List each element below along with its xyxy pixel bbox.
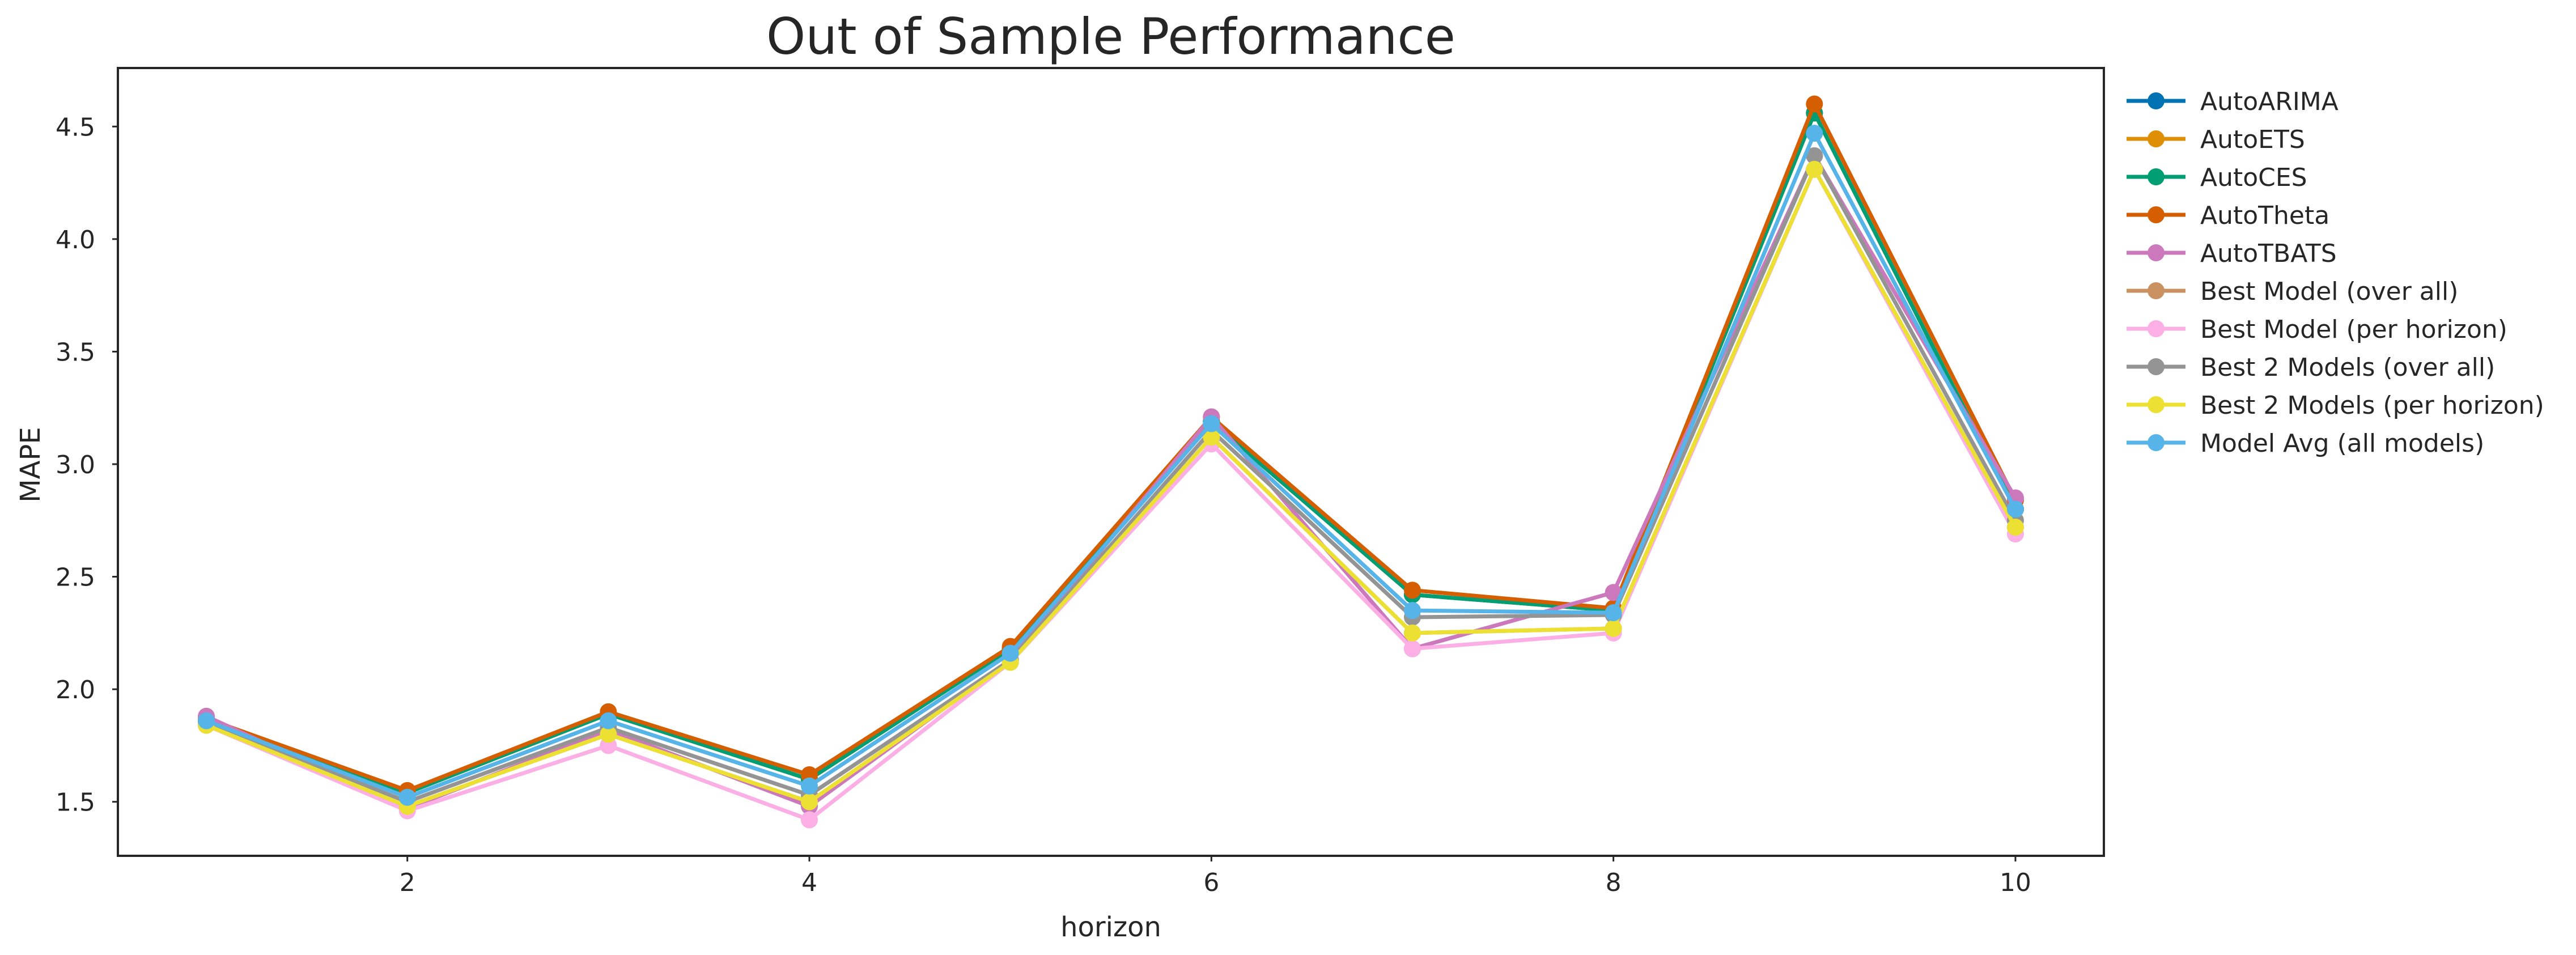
- legend-marker: [2148, 244, 2165, 261]
- data-point: [1806, 95, 1823, 113]
- data-point: [801, 811, 818, 829]
- y-tick-label: 4.0: [56, 226, 95, 254]
- series-line: [205, 167, 2018, 809]
- data-point: [2006, 500, 2024, 518]
- data-point: [801, 777, 818, 795]
- data-point: [1806, 125, 1823, 142]
- legend-marker: [2148, 358, 2165, 375]
- legend-item: Model Avg (all models): [2127, 429, 2484, 458]
- series-line: [205, 102, 2018, 793]
- x-tick-label: 8: [1606, 868, 1622, 897]
- legend-marker: [2148, 282, 2165, 299]
- legend-label: AutoARIMA: [2200, 87, 2339, 116]
- y-tick-label: 3.5: [56, 338, 95, 367]
- legend-marker: [2148, 168, 2165, 185]
- legend-marker: [2148, 92, 2165, 109]
- legend-marker: [2148, 320, 2165, 337]
- legend-item: AutoETS: [2127, 125, 2305, 154]
- legend-item: AutoARIMA: [2127, 87, 2339, 116]
- data-point: [600, 712, 617, 729]
- data-point: [198, 712, 215, 729]
- series-line: [205, 154, 2018, 804]
- legend-item: Best 2 Models (per horizon): [2127, 391, 2544, 420]
- legend-marker: [2148, 130, 2165, 147]
- data-point: [1001, 644, 1019, 662]
- legend-label: Best 2 Models (over all): [2200, 353, 2495, 382]
- x-tick-label: 10: [2000, 868, 2031, 897]
- x-tick-label: 2: [400, 868, 415, 897]
- data-point: [1403, 624, 1421, 642]
- y-tick-label: 4.5: [56, 113, 95, 142]
- legend-label: AutoETS: [2200, 125, 2305, 154]
- series-line: [205, 131, 2018, 800]
- data-point: [1806, 160, 1823, 178]
- legend-label: AutoTBATS: [2200, 239, 2337, 268]
- series-line: [205, 111, 2018, 795]
- y-tick-label: 2.0: [56, 676, 95, 704]
- legend-label: Model Avg (all models): [2200, 429, 2484, 458]
- y-tick-label: 1.5: [56, 788, 95, 817]
- data-point: [1605, 584, 1622, 601]
- data-point: [1203, 428, 1220, 446]
- legend-marker: [2148, 206, 2165, 223]
- x-tick-label: 6: [1203, 868, 1219, 897]
- y-axis-label: MAPE: [15, 427, 46, 503]
- x-tick-label: 4: [801, 868, 817, 897]
- series-group: [198, 125, 2024, 806]
- data-point: [2006, 519, 2024, 536]
- data-point: [1605, 619, 1622, 637]
- data-point: [1403, 602, 1421, 619]
- x-axis-label: horizon: [1060, 911, 1161, 943]
- chart-title: Out of Sample Performance: [766, 7, 1455, 66]
- y-tick-label: 3.0: [56, 451, 95, 479]
- legend-marker: [2148, 434, 2165, 451]
- legend-marker: [2148, 396, 2165, 413]
- data-point: [1203, 415, 1220, 432]
- axes-frame: [117, 67, 2105, 857]
- data-point: [398, 788, 416, 806]
- data-point: [1605, 604, 1622, 622]
- data-point: [1403, 640, 1421, 657]
- y-tick-label: 2.5: [56, 563, 95, 592]
- legend-label: AutoCES: [2200, 163, 2307, 192]
- legend-item: AutoTBATS: [2127, 239, 2337, 268]
- data-point: [1806, 147, 1823, 164]
- legend-label: Best Model (over all): [2200, 277, 2458, 306]
- data-point: [1403, 582, 1421, 599]
- series-group: [198, 160, 2024, 815]
- legend-item: AutoTheta: [2127, 201, 2329, 230]
- legend-item: Best Model (per horizon): [2127, 315, 2507, 344]
- legend-item: AutoCES: [2127, 163, 2307, 192]
- legend-label: Best 2 Models (per horizon): [2200, 391, 2544, 420]
- plot-area: 2 4 6 8 10 1.5 2.0 2.5 3.0 3.5 4.0 4.5: [56, 67, 2105, 897]
- legend-label: Best Model (per horizon): [2200, 315, 2507, 344]
- legend-item: Best 2 Models (over all): [2127, 353, 2495, 382]
- legend-label: AutoTheta: [2200, 201, 2329, 230]
- legend: AutoARIMA AutoETS AutoCES AutoTheta AutoTBAT…: [2127, 87, 2544, 458]
- data-point: [801, 793, 818, 810]
- legend-item: Best Model (over all): [2127, 277, 2458, 306]
- data-point: [600, 725, 617, 743]
